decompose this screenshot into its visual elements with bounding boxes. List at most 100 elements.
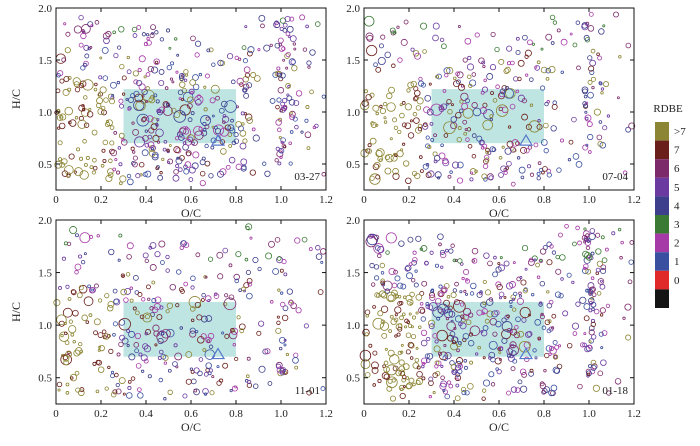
- data-point: [146, 37, 150, 41]
- data-point: [581, 23, 589, 31]
- data-point: [155, 128, 164, 138]
- data-point: [281, 46, 286, 51]
- data-point: [173, 343, 178, 348]
- data-point: [245, 223, 253, 231]
- legend-label: 6: [674, 163, 680, 175]
- data-point: [516, 276, 521, 282]
- data-point: [458, 341, 462, 345]
- data-point: [586, 372, 591, 377]
- data-point: [387, 294, 395, 302]
- data-point: [68, 325, 77, 334]
- y-tick-label: 2.0: [38, 215, 52, 227]
- data-point: [588, 329, 595, 336]
- data-point: [534, 65, 538, 69]
- panel-date-label: 01-18: [602, 385, 628, 397]
- data-point: [136, 113, 150, 127]
- data-point: [293, 47, 297, 51]
- data-point: [423, 106, 431, 114]
- data-point: [477, 345, 481, 350]
- data-point: [545, 76, 550, 81]
- data-point: [462, 119, 468, 125]
- data-point: [460, 84, 465, 88]
- data-point: [98, 75, 103, 80]
- x-axis-label: O/C: [489, 206, 509, 220]
- data-point: [452, 288, 458, 293]
- data-point: [300, 130, 304, 134]
- data-point: [101, 329, 107, 334]
- y-tick-label: 0.5: [38, 373, 52, 385]
- data-point: [184, 161, 192, 168]
- data-point: [465, 319, 472, 326]
- y-tick-label: 0.5: [346, 373, 360, 385]
- data-point: [390, 30, 396, 36]
- data-point: [416, 370, 423, 378]
- x-tick-label: 0: [361, 194, 367, 206]
- data-point: [393, 152, 397, 156]
- data-point: [184, 73, 189, 77]
- data-point: [279, 155, 283, 159]
- data-point: [442, 89, 447, 93]
- data-point: [416, 365, 421, 370]
- data-point: [304, 131, 312, 139]
- x-tick-label: 0.2: [94, 194, 108, 206]
- data-point: [155, 99, 160, 104]
- data-point: [540, 47, 544, 51]
- data-point: [452, 340, 457, 345]
- data-point: [72, 77, 81, 86]
- data-point: [367, 143, 372, 148]
- data-point: [117, 146, 122, 150]
- data-point: [65, 391, 70, 395]
- data-point: [208, 344, 214, 349]
- legend-swatch: [655, 177, 669, 197]
- data-point: [389, 354, 400, 365]
- data-point: [83, 122, 90, 128]
- data-point: [155, 166, 160, 171]
- data-point: [428, 302, 438, 312]
- data-point: [368, 343, 373, 348]
- data-point: [514, 325, 519, 330]
- data-point: [145, 86, 150, 91]
- data-point: [454, 395, 461, 402]
- data-point: [204, 160, 211, 167]
- data-point: [172, 361, 178, 367]
- data-point: [161, 157, 165, 162]
- data-point: [406, 298, 414, 306]
- data-point: [588, 364, 592, 368]
- data-point: [485, 147, 490, 153]
- data-point: [463, 358, 468, 363]
- data-point: [83, 252, 87, 256]
- data-point: [542, 166, 548, 172]
- legend-swatch: [655, 196, 669, 215]
- x-tick-label: 0: [53, 408, 59, 420]
- x-tick-label: 0.6: [184, 408, 198, 420]
- panel-date-label: 11-01: [295, 385, 320, 397]
- data-point: [149, 264, 157, 271]
- data-point: [131, 26, 138, 33]
- data-point: [417, 126, 423, 132]
- data-point: [420, 22, 428, 30]
- data-point: [283, 343, 287, 347]
- data-point: [159, 37, 165, 42]
- legend-swatch: [655, 289, 669, 308]
- data-point: [374, 292, 380, 298]
- data-point: [133, 275, 139, 281]
- data-point: [165, 268, 170, 273]
- data-point: [403, 295, 407, 300]
- data-point: [108, 248, 115, 256]
- data-point: [370, 234, 375, 239]
- data-point: [371, 361, 379, 370]
- data-point: [508, 281, 516, 289]
- data-point: [156, 118, 160, 122]
- data-point: [155, 123, 159, 127]
- data-point: [65, 284, 70, 289]
- data-point: [438, 284, 443, 289]
- data-point: [219, 127, 229, 137]
- data-point: [281, 314, 289, 322]
- data-point: [190, 285, 195, 290]
- data-point: [78, 83, 85, 89]
- data-point: [165, 309, 170, 314]
- data-point: [442, 159, 450, 167]
- data-point: [543, 148, 549, 154]
- data-point: [242, 138, 248, 144]
- data-point: [590, 48, 596, 54]
